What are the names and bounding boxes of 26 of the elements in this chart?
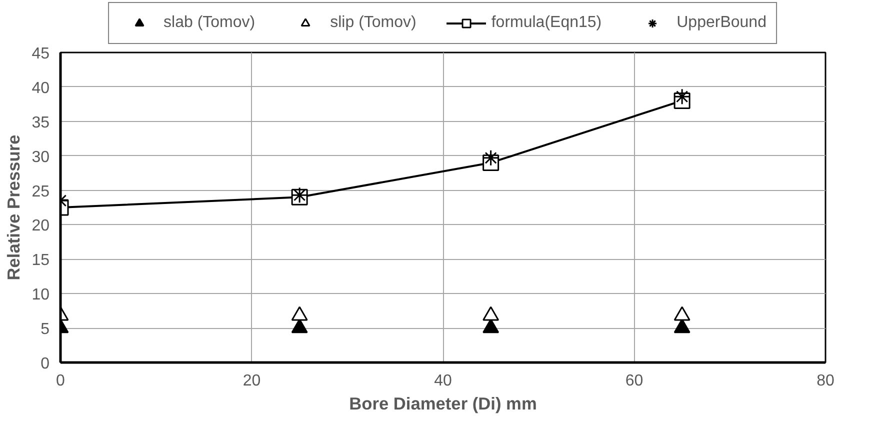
legend-label: UpperBound (676, 14, 766, 32)
y-tick-label: 40 (32, 80, 50, 97)
y-tick-label: 35 (32, 114, 50, 132)
y-tick-label: 10 (32, 286, 50, 304)
point (482, 318, 500, 334)
point (674, 318, 690, 334)
y-tick-label: 5 (40, 321, 50, 338)
y-tick-label: 20 (32, 218, 50, 235)
y-tick-label: 30 (32, 148, 50, 166)
point (482, 306, 500, 321)
y-tick-label: 25 (32, 183, 50, 200)
legend-label: formula(Eqn15) (491, 14, 602, 32)
x-tick-label: 60 (625, 372, 644, 390)
x-tick-label: 20 (242, 372, 261, 390)
point (482, 150, 500, 166)
x-tick-label: 40 (434, 372, 452, 390)
y-tick-label: 15 (32, 252, 50, 270)
point (674, 306, 690, 321)
legend-label: slip (Tomov) (330, 14, 416, 32)
x-tick-label: 0 (56, 372, 66, 390)
y-axis-title: Relative Pressure (4, 134, 24, 280)
x-axis-title: Bore Diameter (Di) mm (349, 394, 537, 414)
legend-label: slab (Tomov) (164, 14, 256, 32)
x-tick-label: 80 (816, 372, 834, 390)
y-tick-label: 45 (32, 46, 50, 62)
y-tick-label: 0 (40, 356, 50, 372)
